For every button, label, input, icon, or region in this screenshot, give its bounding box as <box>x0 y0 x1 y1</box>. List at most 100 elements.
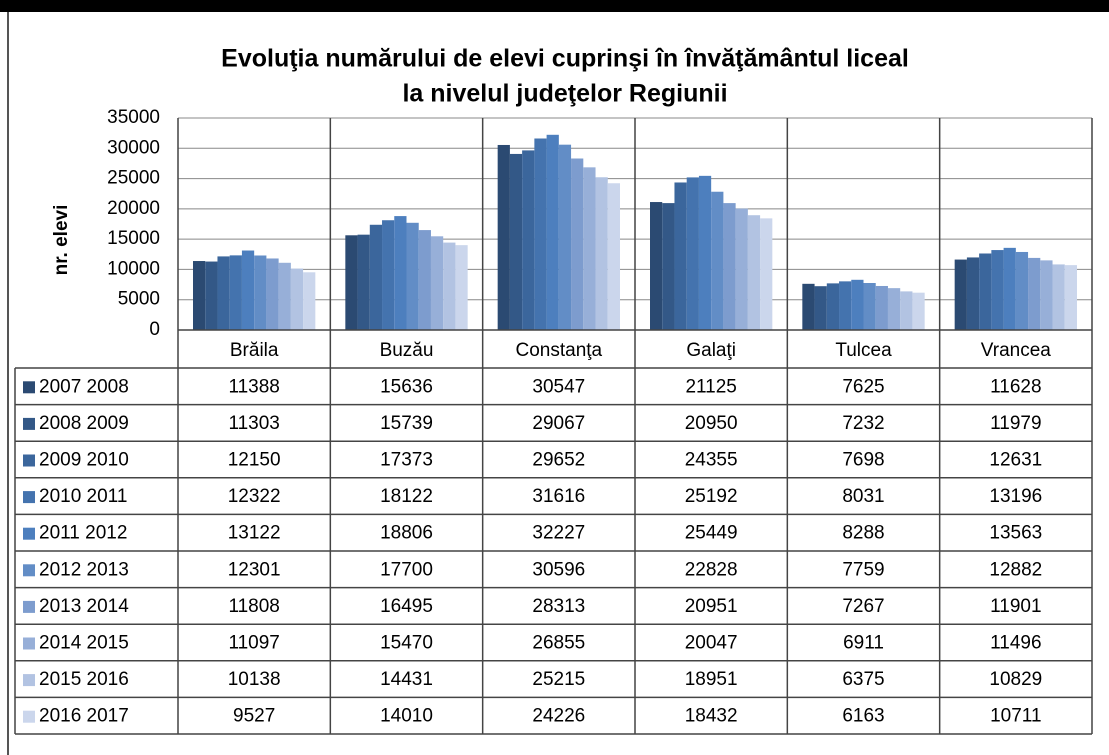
legend-label: 2007 2008 <box>39 376 129 397</box>
bar <box>254 255 267 330</box>
bar <box>205 261 218 330</box>
x-tick-label: Constanţa <box>516 340 603 361</box>
table-cell: 11388 <box>228 376 279 397</box>
bar <box>723 203 736 330</box>
bar <box>595 177 608 330</box>
table-cell: 13196 <box>989 486 1042 507</box>
table-cell: 24355 <box>685 450 738 471</box>
y-axis-label: nr. elevi <box>51 205 72 276</box>
bar <box>912 292 925 330</box>
table-cell: 12882 <box>989 559 1042 580</box>
bar <box>814 286 827 330</box>
table-cell: 13563 <box>989 523 1042 544</box>
legend-label: 2014 2015 <box>39 633 129 654</box>
y-tick-label: 0 <box>149 319 160 340</box>
bar <box>345 235 358 330</box>
table-cell: 20047 <box>685 633 738 654</box>
table-cell: 9527 <box>233 706 275 727</box>
bar <box>558 144 572 330</box>
y-tick-label: 20000 <box>107 198 160 219</box>
table-cell: 12631 <box>989 450 1042 471</box>
bar <box>711 191 724 330</box>
bar <box>443 242 456 330</box>
table-cell: 12301 <box>228 559 281 580</box>
y-tick-label: 15000 <box>107 228 160 249</box>
table-cell: 7267 <box>842 596 884 617</box>
x-tick-label: Galaţi <box>686 340 736 361</box>
table-cell: 15636 <box>380 376 433 397</box>
table-cell: 11808 <box>228 596 279 617</box>
bar <box>278 262 291 330</box>
x-tick-label: Vrancea <box>981 340 1051 361</box>
table-cell: 12150 <box>228 450 281 471</box>
legend-swatch <box>23 637 35 650</box>
table-cell: 22828 <box>685 559 738 580</box>
table-cell: 7759 <box>842 559 884 580</box>
table-cell: 11496 <box>990 633 1041 654</box>
table-cell: 32227 <box>532 523 585 544</box>
bar <box>217 256 230 330</box>
bar <box>839 281 852 330</box>
bar <box>851 279 864 330</box>
table-cell: 14431 <box>380 669 433 690</box>
bar <box>875 285 888 330</box>
bar <box>1015 251 1029 330</box>
table-cell: 12322 <box>228 486 281 507</box>
bar <box>1052 264 1065 330</box>
table-cell: 17373 <box>380 450 433 471</box>
legend-swatch <box>23 454 35 467</box>
bar <box>455 245 468 330</box>
chart-title: la nivelul judeţelor Regiunii <box>402 80 727 108</box>
table-cell: 18951 <box>685 669 738 690</box>
table-cell: 11979 <box>990 413 1041 434</box>
legend-swatch <box>23 674 35 687</box>
bar <box>406 222 419 330</box>
legend-swatch <box>23 417 35 430</box>
bar <box>979 253 992 330</box>
legend-label: 2016 2017 <box>39 706 129 727</box>
table-cell: 16495 <box>380 596 433 617</box>
bar <box>303 272 316 330</box>
bar <box>887 288 901 330</box>
table-cell: 14010 <box>380 706 433 727</box>
legend-swatch <box>23 564 35 577</box>
table-cell: 7625 <box>842 376 884 397</box>
x-tick-label: Brăila <box>230 340 279 361</box>
bar <box>382 220 395 330</box>
table-cell: 20951 <box>685 596 738 617</box>
table-cell: 30596 <box>532 559 585 580</box>
bar <box>674 182 687 330</box>
table-cell: 10829 <box>989 669 1042 690</box>
bar <box>1003 247 1016 330</box>
bar <box>241 250 255 330</box>
table-cell: 18432 <box>685 706 738 727</box>
table-cell: 29067 <box>532 413 585 434</box>
chart-title: Evoluţia numărului de elevi cuprinşi în … <box>221 45 909 73</box>
bar <box>760 218 773 330</box>
table-cell: 17700 <box>380 559 433 580</box>
bar <box>534 138 547 330</box>
table-cell: 31616 <box>532 486 585 507</box>
table-cell: 29652 <box>532 450 585 471</box>
bar <box>966 257 980 330</box>
table-cell: 15739 <box>380 413 433 434</box>
table-cell: 11303 <box>228 413 279 434</box>
table-cell: 7698 <box>842 450 884 471</box>
bar <box>369 224 383 330</box>
bar <box>735 208 748 330</box>
table-cell: 24226 <box>532 706 585 727</box>
bar <box>229 255 242 330</box>
bar <box>650 202 663 330</box>
table-cell: 6163 <box>842 706 884 727</box>
bar <box>802 283 815 330</box>
bar <box>266 258 279 330</box>
table-cell: 8288 <box>842 523 884 544</box>
table-cell: 11097 <box>228 633 279 654</box>
bar <box>357 234 370 330</box>
bar <box>509 153 523 330</box>
table-cell: 26855 <box>532 633 585 654</box>
table-cell: 8031 <box>842 486 884 507</box>
y-tick-label: 5000 <box>118 289 160 310</box>
bar <box>1064 265 1077 330</box>
